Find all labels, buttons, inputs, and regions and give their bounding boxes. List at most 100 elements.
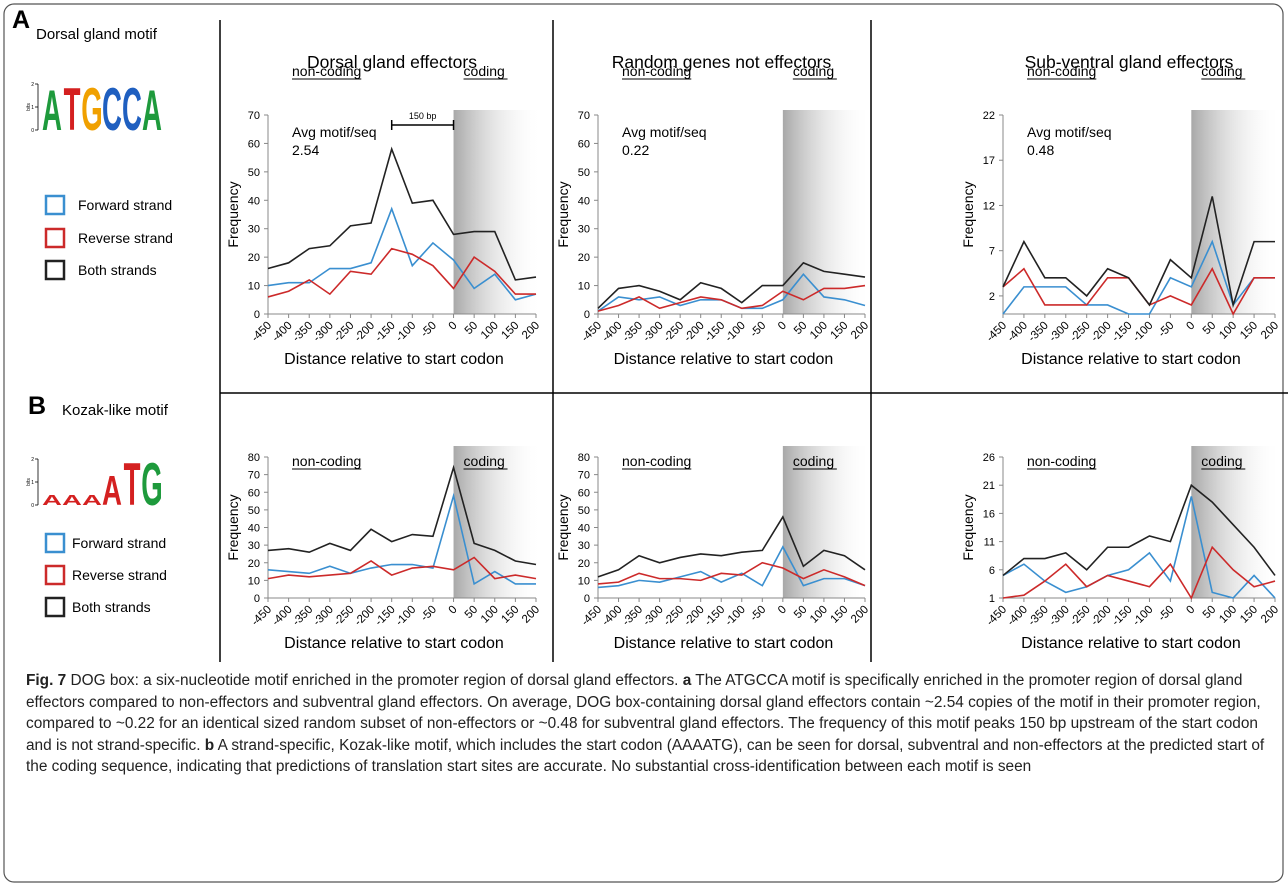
x-tick-label: -200 <box>682 604 707 629</box>
coding-label: coding <box>793 453 834 469</box>
y-tick-label: 7 <box>989 246 995 258</box>
x-tick-label: -300 <box>641 604 666 629</box>
series-line <box>1002 196 1275 309</box>
x-tick-label: -300 <box>311 320 336 345</box>
legend-label: Forward strand <box>78 197 172 213</box>
x-tick-label: -350 <box>620 604 645 629</box>
x-tick-label: -400 <box>270 604 295 629</box>
x-tick-label: -350 <box>291 604 316 629</box>
legend-label: Forward strand <box>72 535 166 551</box>
panel-label: A <box>12 6 30 34</box>
x-axis-label: Distance relative to start codon <box>614 351 834 368</box>
x-tick-label: 50 <box>1201 320 1219 338</box>
logo-letter: C <box>102 75 122 143</box>
logo-tick-label: 0 <box>31 128 34 134</box>
y-tick-label: 30 <box>578 224 590 236</box>
coding-label: coding <box>1201 63 1242 79</box>
x-tick-label: 200 <box>1259 604 1281 626</box>
x-tick-label: 0 <box>776 604 789 617</box>
legend-label: Reverse strand <box>78 230 173 246</box>
x-tick-label: 150 <box>829 320 851 342</box>
x-tick-label: -100 <box>723 320 748 345</box>
logo-tick-label: 2 <box>31 457 34 463</box>
y-tick-label: 10 <box>248 575 260 587</box>
chart-title: Sub-ventral gland effectors <box>1025 52 1234 72</box>
coding-label: coding <box>464 453 505 469</box>
x-tick-label: 150 <box>829 604 851 626</box>
x-tick-label: -250 <box>662 320 687 345</box>
y-tick-label: 70 <box>248 470 260 482</box>
series-line <box>1002 239 1275 315</box>
noncoding-label: non-coding <box>622 63 691 79</box>
x-axis-label: Distance relative to start codon <box>1021 635 1241 652</box>
y-tick-label: 80 <box>578 452 590 464</box>
x-tick-label: 50 <box>463 604 481 622</box>
x-tick-label: -300 <box>1047 604 1072 629</box>
series-line <box>267 206 537 301</box>
x-tick-label: -300 <box>1047 320 1072 345</box>
logo-tick-label: 2 <box>31 82 34 88</box>
x-tick-label: -100 <box>723 604 748 629</box>
x-tick-label: -200 <box>1089 604 1114 629</box>
legend-label: Both strands <box>72 599 151 615</box>
x-tick-label: -150 <box>703 320 728 345</box>
x-tick-label: 200 <box>849 604 871 626</box>
caption-b-text: A strand-specific, Kozak-like motif, whi… <box>26 736 1265 776</box>
y-tick-label: 70 <box>578 470 590 482</box>
y-tick-label: 0 <box>584 309 590 321</box>
caption-title: DOG box: a six-nucleotide motif enriched… <box>70 672 679 689</box>
x-tick-label: 150 <box>499 320 521 342</box>
coding-label: coding <box>1201 453 1242 469</box>
y-tick-label: 6 <box>989 565 995 577</box>
x-tick-label: -50 <box>419 320 439 340</box>
y-tick-label: 10 <box>578 575 590 587</box>
x-tick-label: -200 <box>352 604 377 629</box>
y-tick-label: 80 <box>248 452 260 464</box>
x-tick-label: -150 <box>1110 604 1135 629</box>
x-tick-label: -450 <box>579 320 604 345</box>
logo-ylabel: bits <box>26 103 32 111</box>
x-tick-label: -400 <box>600 320 625 345</box>
x-tick-label: 50 <box>1201 604 1219 622</box>
y-tick-label: 50 <box>248 505 260 517</box>
series-line <box>267 146 537 281</box>
x-tick-label: -250 <box>1068 604 1093 629</box>
y-axis-label: Frequency <box>225 494 241 560</box>
panel-label: B <box>28 392 46 420</box>
x-tick-label: -300 <box>641 320 666 345</box>
y-axis-label: Frequency <box>960 181 976 247</box>
legend-swatch <box>44 564 66 586</box>
chart-title: Dorsal gland effectors <box>307 52 477 72</box>
bracket-label: 150 bp <box>409 111 437 121</box>
y-tick-label: 1 <box>989 593 995 605</box>
series-line <box>1002 545 1276 600</box>
y-tick-label: 0 <box>254 593 260 605</box>
x-tick-label: -350 <box>620 320 645 345</box>
legend-label: Reverse strand <box>72 567 167 583</box>
x-tick-label: -400 <box>600 604 625 629</box>
x-tick-label: -100 <box>394 604 419 629</box>
x-tick-label: -250 <box>662 604 687 629</box>
motif-title: Dorsal gland motif <box>36 26 158 43</box>
noncoding-label: non-coding <box>1027 63 1096 79</box>
x-tick-label: -450 <box>984 320 1009 345</box>
series-line <box>267 464 537 566</box>
avg-value: 0.22 <box>622 142 649 158</box>
legend-swatch <box>44 532 66 554</box>
y-tick-label: 12 <box>983 200 995 212</box>
x-tick-label: 0 <box>776 320 789 333</box>
x-tick-label: -250 <box>332 604 357 629</box>
y-axis-label: Frequency <box>225 181 241 247</box>
logo-letter: A <box>82 492 102 508</box>
logo-letter: G <box>141 450 162 518</box>
y-axis-label: Frequency <box>555 494 571 560</box>
series-line <box>267 556 537 580</box>
logo-letter: A <box>62 492 82 508</box>
caption: Fig. 7 DOG box: a six-nucleotide motif e… <box>26 670 1266 778</box>
series-line <box>597 261 866 309</box>
y-tick-label: 10 <box>578 281 590 293</box>
x-tick-label: 100 <box>808 604 830 626</box>
y-tick-label: 60 <box>578 487 590 499</box>
x-tick-label: -50 <box>1156 604 1176 624</box>
